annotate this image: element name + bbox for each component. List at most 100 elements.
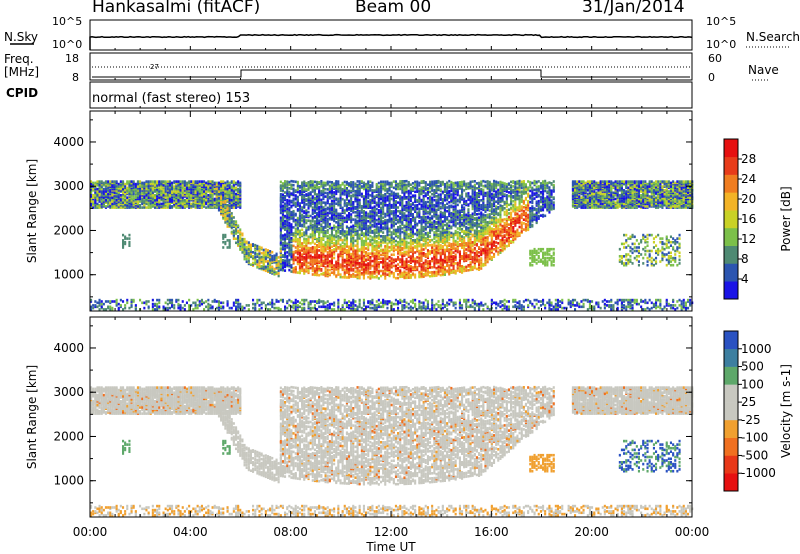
power-cell bbox=[318, 189, 321, 193]
power-cell bbox=[350, 255, 353, 258]
power-cell bbox=[254, 249, 257, 252]
power-cell bbox=[298, 224, 301, 228]
power-cell bbox=[403, 270, 406, 273]
power-cell bbox=[177, 302, 180, 306]
power-cell bbox=[279, 238, 282, 242]
power-cell bbox=[237, 242, 240, 246]
power-cell bbox=[228, 239, 231, 242]
power-cell bbox=[117, 306, 120, 310]
power-cell bbox=[279, 298, 282, 302]
power-cell bbox=[292, 187, 295, 191]
power-cell bbox=[411, 246, 414, 249]
power-cell bbox=[286, 204, 289, 207]
power-cell bbox=[409, 195, 412, 199]
power-cell bbox=[249, 255, 252, 259]
power-cell bbox=[235, 181, 238, 185]
power-cell bbox=[313, 242, 316, 246]
power-cell bbox=[269, 265, 272, 269]
power-cell bbox=[222, 205, 225, 208]
power-cell bbox=[279, 202, 282, 206]
power-cell bbox=[288, 236, 291, 240]
power-cell bbox=[136, 200, 139, 203]
power-cell bbox=[382, 226, 385, 229]
power-cell bbox=[254, 306, 257, 310]
power-cell bbox=[303, 302, 306, 306]
power-cell bbox=[403, 232, 406, 235]
power-cell bbox=[294, 223, 297, 227]
power-cell bbox=[394, 213, 397, 217]
power-cell bbox=[343, 230, 346, 233]
power-cell bbox=[296, 208, 299, 211]
power-cell bbox=[224, 215, 227, 219]
power-cell bbox=[341, 275, 344, 279]
power-cell bbox=[409, 240, 412, 243]
power-cell bbox=[401, 191, 404, 194]
power-cell bbox=[130, 189, 133, 192]
power-cell bbox=[367, 246, 370, 249]
power-cell bbox=[358, 201, 361, 204]
freq-annotation: 27 bbox=[150, 63, 159, 71]
power-cell bbox=[388, 213, 391, 217]
power-cell bbox=[286, 251, 289, 254]
power-cell bbox=[154, 189, 157, 192]
power-cell bbox=[333, 202, 336, 205]
power-cell bbox=[230, 212, 233, 215]
power-cell bbox=[166, 203, 169, 207]
power-cell bbox=[320, 209, 323, 213]
power-cell bbox=[341, 181, 344, 185]
noise-tick-right-high: 10^5 bbox=[706, 15, 737, 28]
power-cell bbox=[134, 195, 137, 198]
power-cell bbox=[405, 245, 408, 249]
power-cell bbox=[292, 213, 295, 217]
power-cell bbox=[335, 264, 338, 267]
power-cell bbox=[226, 208, 229, 211]
power-cell bbox=[394, 302, 397, 306]
power-cell bbox=[405, 257, 408, 261]
power-cell bbox=[313, 249, 316, 253]
power-cell bbox=[286, 222, 289, 226]
power-cell bbox=[294, 235, 297, 238]
power-cell bbox=[324, 241, 327, 244]
power-cell bbox=[200, 180, 203, 183]
power-cell bbox=[92, 181, 95, 185]
power-cell bbox=[328, 262, 331, 266]
power-cell bbox=[401, 263, 404, 266]
power-cell bbox=[179, 182, 182, 186]
power-cell bbox=[409, 268, 412, 272]
power-cell bbox=[224, 233, 227, 237]
power-cell bbox=[392, 206, 395, 209]
power-cell bbox=[388, 249, 391, 253]
power-cell bbox=[192, 180, 195, 183]
power-cell bbox=[339, 186, 342, 190]
power-cell bbox=[301, 253, 304, 256]
power-cell bbox=[94, 206, 97, 209]
power-cell bbox=[333, 234, 336, 237]
power-cell bbox=[354, 182, 357, 186]
power-cell bbox=[409, 273, 412, 277]
power-cell bbox=[92, 194, 95, 197]
power-cell bbox=[179, 191, 182, 195]
power-cell bbox=[401, 227, 404, 230]
power-cell bbox=[403, 266, 406, 270]
power-cell bbox=[254, 251, 257, 255]
power-cell bbox=[352, 272, 355, 276]
power-cell bbox=[373, 231, 376, 234]
power-cell bbox=[360, 180, 363, 183]
power-cell bbox=[209, 306, 212, 310]
power-cell bbox=[373, 209, 376, 212]
power-cell bbox=[326, 180, 329, 184]
power-cell bbox=[356, 219, 359, 223]
power-cell bbox=[284, 264, 287, 267]
power-cell bbox=[247, 241, 250, 244]
power-cell bbox=[414, 198, 417, 201]
power-cell bbox=[392, 196, 395, 199]
power-cell bbox=[237, 298, 240, 302]
power-cell bbox=[386, 262, 389, 265]
power-cell bbox=[237, 235, 240, 238]
power-cell bbox=[190, 180, 193, 183]
power-cell bbox=[245, 257, 248, 261]
power-cell bbox=[267, 308, 270, 311]
power-cell bbox=[237, 308, 240, 311]
power-cell bbox=[294, 180, 297, 184]
power-cell bbox=[358, 254, 361, 258]
